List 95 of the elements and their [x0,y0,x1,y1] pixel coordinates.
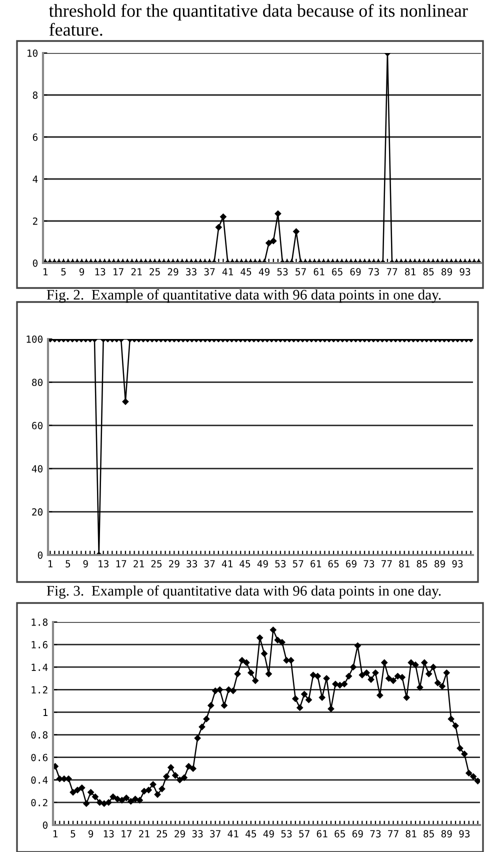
y-tick-label: 1.6 [32,641,48,648]
x-tick-label: 9 [83,560,88,568]
x-tick-label: 65 [328,560,339,568]
y-tick-label: 2 [33,218,38,225]
x-tick-label: 45 [246,830,256,838]
x-tick-label: 69 [352,830,363,838]
x-tick-label: 81 [399,560,410,568]
x-tick-label: 89 [441,830,452,838]
x-tick-label: 45 [240,560,250,568]
x-tick-label: 13 [98,560,108,568]
x-tick-label: 33 [192,830,203,838]
x-tick-label: 33 [186,268,196,276]
y-tick-label: 0.8 [31,731,48,739]
y-tick-label: 1 [43,708,48,716]
x-tick-label: 29 [169,560,180,568]
x-tick-label: 37 [204,560,215,568]
x-tick-label: 61 [310,560,322,568]
x-tick-label: 21 [139,830,150,838]
x-tick-label: 65 [334,830,345,838]
x-tick-label: 61 [316,830,328,838]
y-tick-label: 20 [32,508,43,516]
x-tick-label: 33 [186,560,198,568]
x-tick-label: 13 [104,830,114,838]
x-tick-label: 77 [381,560,392,568]
y-tick-label: 10 [28,50,38,57]
x-tick-label: 5 [61,268,66,276]
x-tick-label: 5 [66,560,70,568]
y-tick-label: 6 [32,134,38,141]
x-tick-label: 5 [70,830,76,838]
y-tick-label: 1.2 [32,686,48,694]
x-tick-label: 57 [292,560,304,568]
caption: Fig. 2. Example of quantitative data with 96 data points in one day. [46,289,441,303]
x-tick-label: 65 [332,268,342,276]
x-tick-label: 21 [131,268,142,276]
x-tick-label: 69 [346,560,356,568]
x-tick-label: 93 [460,268,470,276]
x-tick-label: 93 [459,830,470,838]
x-tick-label: 53 [281,830,292,838]
y-tick-label: 4 [32,176,38,183]
x-tick-label: 89 [434,560,445,568]
x-tick-label: 9 [88,830,94,838]
x-tick-label: 57 [299,830,310,838]
x-tick-label: 85 [423,268,434,276]
x-tick-label: 81 [405,268,416,276]
x-tick-label: 29 [168,268,178,276]
x-tick-label: 25 [150,268,160,276]
x-tick-label: 37 [204,268,215,276]
y-tick-label: 100 [26,336,43,343]
x-tick-label: 49 [258,268,270,276]
x-tick-label: 21 [134,560,144,568]
y-tick-label: 0.6 [31,754,48,762]
x-tick-label: 49 [257,560,268,568]
x-tick-label: 69 [350,268,361,276]
x-tick-label: 73 [370,830,381,838]
y-tick-label: 40 [32,465,43,472]
y-tick-label: 0 [38,552,43,559]
y-tick-label: 0.4 [31,776,48,784]
x-tick-label: 1 [53,830,58,838]
x-tick-label: 25 [151,560,162,568]
x-tick-label: 25 [156,830,168,838]
x-tick-label: 93 [452,560,463,568]
x-tick-label: 41 [222,268,233,276]
x-tick-label: 17 [122,830,132,838]
x-tick-label: 13 [95,268,106,276]
x-tick-label: 61 [314,268,324,276]
y-tick-label: 0.2 [31,798,48,806]
x-tick-label: 49 [263,830,274,838]
x-tick-label: 17 [116,560,126,568]
x-tick-label: 85 [416,560,428,568]
x-tick-label: 57 [296,268,306,276]
x-tick-label: 73 [364,560,374,568]
text: threshold for the quantitative data because of its nonlinear feature. [48,4,468,36]
x-tick-label: 9 [79,268,84,276]
caption: Fig. 3. Example of quantitative data with 96 data points in one day. [46,585,441,599]
x-tick-label: 17 [114,268,124,276]
y-tick-label: 0 [42,822,48,829]
x-tick-label: 89 [442,268,452,276]
y-tick-label: 80 [32,378,43,386]
x-tick-label: 53 [277,268,288,276]
x-tick-label: 45 [240,268,252,276]
x-tick-label: 37 [210,830,220,838]
y-tick-label: 0 [32,260,38,267]
x-tick-label: 29 [174,830,185,838]
x-tick-label: 81 [406,830,416,838]
x-tick-label: 41 [228,830,238,838]
y-tick-label: 60 [32,422,43,430]
x-tick-label: 41 [222,560,232,568]
x-tick-label: 77 [388,830,398,838]
x-tick-label: 53 [275,560,286,568]
x-tick-label: 85 [424,830,434,838]
y-tick-label: 1.4 [32,664,48,671]
x-tick-label: 77 [386,268,398,276]
x-tick-label: 73 [368,268,379,276]
y-tick-label: 1.8 [32,618,48,626]
y-tick-label: 8 [32,92,38,99]
